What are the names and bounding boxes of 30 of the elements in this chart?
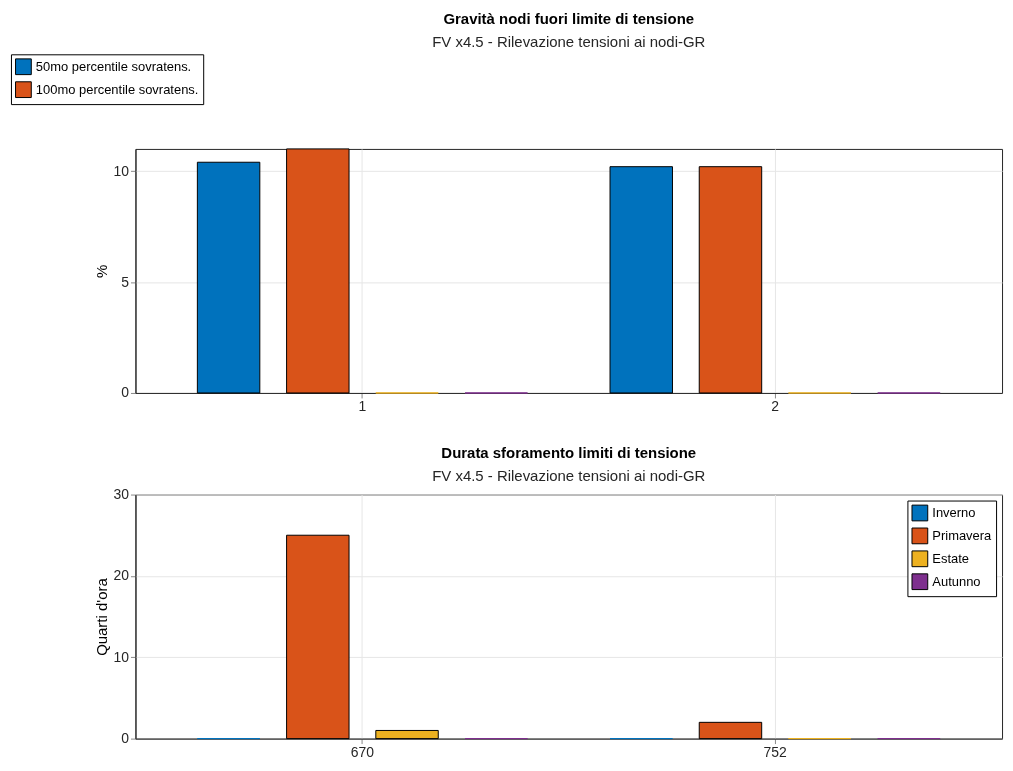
chart-title: Durata sforamento limiti di tensione: [441, 443, 697, 461]
y-tick-label: 0: [121, 730, 130, 747]
y-axis-title: %: [92, 264, 110, 279]
legend-label: Primavera: [932, 527, 993, 543]
bar: [609, 166, 673, 394]
bar: [196, 161, 261, 394]
bar: [698, 166, 763, 394]
legend-label: 100mo percentile sovratens.: [35, 81, 199, 97]
y-tick-label: 10: [113, 162, 130, 179]
x-tick-label: 2: [771, 398, 780, 415]
y-tick-label: 10: [113, 648, 130, 665]
y-tick-label: 20: [113, 567, 130, 584]
legend-label: 50mo percentile sovratens.: [35, 58, 192, 74]
chart-title: Gravità nodi fuori limite di tensione: [443, 9, 695, 27]
y-tick-label: 0: [121, 384, 130, 401]
bar: [698, 721, 763, 740]
bar: [375, 729, 439, 740]
x-tick-label: 670: [350, 744, 375, 761]
x-tick-label: 752: [763, 744, 787, 761]
bar: [286, 148, 350, 394]
legend-label: Inverno: [932, 504, 976, 520]
y-axis-title: Quarti d'ora: [92, 577, 110, 656]
chart-subtitle: FV x4.5 - Rilevazione tensioni ai nodi-GR: [432, 32, 706, 50]
legend-label: Autunno: [932, 573, 981, 589]
chart-subtitle: FV x4.5 - Rilevazione tensioni ai nodi-GR: [432, 466, 706, 484]
y-tick-label: 30: [113, 486, 130, 503]
bar: [286, 534, 350, 740]
x-tick-label: 1: [358, 398, 367, 415]
legend-label: Estate: [932, 550, 970, 566]
y-tick-label: 5: [121, 273, 130, 290]
